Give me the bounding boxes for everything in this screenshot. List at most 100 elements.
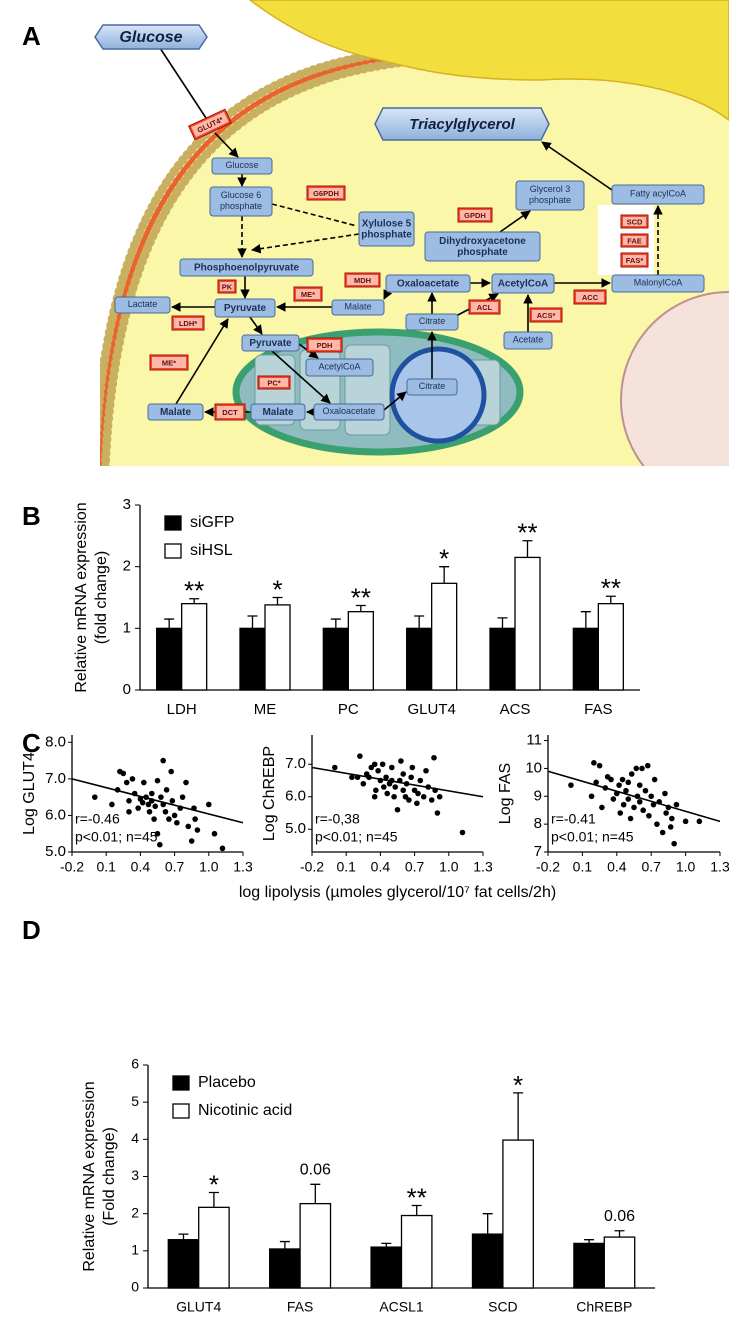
metabolite-box <box>358 211 415 247</box>
metabolite-box <box>491 273 555 294</box>
significance: ** <box>184 576 204 606</box>
metabolite-line: Pyruvate <box>224 303 267 314</box>
banner <box>374 107 550 141</box>
enzyme-inner <box>296 289 320 299</box>
bar <box>597 603 624 691</box>
bar <box>502 1139 534 1289</box>
stat-label: r=-0,38 <box>315 811 360 827</box>
y-tick-label: 0 <box>131 1279 139 1295</box>
point <box>120 770 127 777</box>
point <box>420 793 427 800</box>
metabolite-box <box>313 403 385 421</box>
x-tick-label: ACSL1 <box>379 1299 424 1315</box>
error-bar <box>164 618 175 629</box>
x-tick-label: 1.3 <box>473 859 493 875</box>
point <box>349 774 355 781</box>
significance: ** <box>407 1182 427 1212</box>
metabolite: Pyruvate <box>224 303 267 314</box>
point <box>211 830 218 837</box>
enzyme-inner <box>260 378 288 387</box>
point <box>616 782 622 788</box>
enzyme-label: ME* <box>162 358 176 367</box>
metabolite: Xylulose 5 phosphate <box>361 218 412 240</box>
error-bar <box>580 611 591 629</box>
point <box>394 806 401 813</box>
point <box>398 758 404 764</box>
point <box>381 784 387 790</box>
point <box>623 787 629 794</box>
error-bar <box>411 1204 422 1216</box>
y-tick-label: 8.0 <box>45 733 66 750</box>
point <box>662 790 668 797</box>
x-tick-label: 0.4 <box>131 859 151 875</box>
point <box>646 812 652 819</box>
banner <box>94 24 208 50</box>
bar <box>573 1242 605 1289</box>
metabolite: Citrate <box>419 381 446 391</box>
metabolite-line: Oxaloacetate <box>397 278 460 289</box>
enzyme-inner <box>217 406 243 418</box>
error-bar <box>272 596 283 605</box>
point <box>360 780 367 787</box>
point <box>596 762 603 769</box>
point <box>145 801 152 808</box>
point <box>183 779 189 786</box>
point <box>126 808 132 815</box>
point <box>642 787 649 794</box>
point <box>682 818 689 825</box>
enzyme-inner <box>623 217 646 226</box>
metabolite-box <box>147 403 204 421</box>
arrow <box>271 203 358 227</box>
enzyme-label: PC* <box>267 378 280 387</box>
point <box>129 776 136 782</box>
enzyme-inner <box>220 282 234 291</box>
point <box>639 765 645 772</box>
y-tick-label: 3 <box>131 1167 139 1183</box>
point <box>357 753 363 759</box>
stat-label: p<0.01; n=45 <box>315 829 398 845</box>
metabolite-line: phosphate <box>457 247 508 258</box>
x-tick-label: ChREBP <box>576 1299 632 1315</box>
metabolite: Dihydroxyacetone phosphate <box>439 236 526 258</box>
point <box>659 829 666 836</box>
point <box>123 779 130 786</box>
y-axis-label: Log GLUT4 <box>21 752 38 835</box>
enzyme-inner <box>309 188 343 198</box>
point <box>599 804 605 811</box>
trendline <box>71 778 244 824</box>
enzyme-inner <box>623 236 646 245</box>
bar <box>239 627 266 691</box>
cell-illustration <box>100 0 729 466</box>
metabolite-box <box>503 331 553 350</box>
metabolite-line: Pyruvate <box>249 338 292 349</box>
significance: 0.06 <box>604 1208 635 1225</box>
metabolite-box <box>611 274 705 293</box>
legend-swatch <box>164 543 182 559</box>
arrow <box>541 141 613 191</box>
x-tick-label: ME <box>254 701 277 718</box>
metabolite-line: Fatty acylCoA <box>630 189 686 199</box>
x-tick-label: 1.0 <box>199 859 219 875</box>
point <box>568 782 574 788</box>
metabolite: Fatty acylCoA <box>630 189 686 199</box>
point <box>158 794 164 800</box>
point <box>608 776 614 783</box>
error-bar <box>482 1213 493 1235</box>
point <box>154 777 161 784</box>
enzyme-inner <box>191 111 229 138</box>
point <box>384 790 391 797</box>
enzyme-label: PDH <box>317 341 333 350</box>
arrow <box>251 233 360 254</box>
enzyme-inner <box>460 210 490 220</box>
error-bar <box>247 615 258 629</box>
point <box>169 798 176 804</box>
enzyme-label: FAE <box>627 236 642 245</box>
error-bar <box>381 1242 392 1248</box>
point <box>617 810 624 816</box>
point <box>389 764 395 771</box>
point <box>648 793 654 800</box>
arrow <box>271 350 331 404</box>
metabolite-line: AcetylCoA <box>498 278 549 289</box>
significance: ** <box>351 582 371 612</box>
bar <box>603 1236 636 1289</box>
